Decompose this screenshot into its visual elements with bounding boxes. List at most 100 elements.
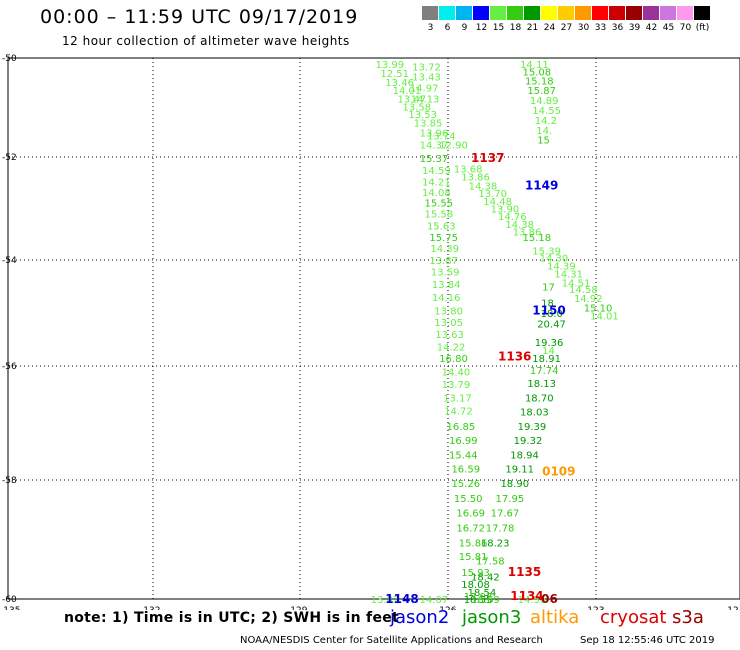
swh-value: 15.87 bbox=[527, 86, 556, 97]
swh-value: 14.21 bbox=[422, 178, 451, 189]
scale-swatch bbox=[592, 6, 609, 20]
swh-value: 13.17 bbox=[443, 393, 472, 404]
swh-value: 14.08 bbox=[422, 188, 451, 199]
swh-value: 14.30 bbox=[540, 253, 569, 264]
swh-value: 15.18 bbox=[525, 76, 554, 87]
y-tick-label: -52 bbox=[2, 153, 17, 163]
swh-value: 13.86 bbox=[513, 228, 542, 239]
scale-tick-label: 18 bbox=[509, 23, 522, 33]
scale-swatch bbox=[524, 6, 541, 20]
swh-value: 13.47 bbox=[398, 95, 427, 106]
scale-tick-label: 42 bbox=[645, 23, 658, 33]
swh-value: 15.93 bbox=[461, 568, 490, 579]
swh-value: 14.39 bbox=[430, 244, 459, 255]
swh-value: 14.31 bbox=[554, 269, 583, 280]
swh-value: 13.82 bbox=[371, 595, 400, 606]
scale-tick-label: 9 bbox=[461, 23, 468, 33]
swh-value: 18 bbox=[541, 298, 554, 309]
swh-value: 15.08 bbox=[523, 67, 552, 78]
swh-value: 13.68 bbox=[454, 164, 483, 175]
scale-swatch bbox=[643, 6, 660, 20]
swh-value: 13.80 bbox=[434, 306, 463, 317]
x-tick-label: -129 bbox=[287, 606, 308, 610]
scale-tick-label: 3 bbox=[427, 23, 434, 33]
pass-number-label: 1134 bbox=[510, 589, 543, 603]
swh-value: 14.76 bbox=[498, 212, 527, 223]
swh-value: 15.86 bbox=[459, 538, 488, 549]
swh-value: 12.90 bbox=[439, 141, 468, 152]
swh-value: 14.16 bbox=[432, 293, 461, 304]
scale-tick-label: 36 bbox=[611, 23, 624, 33]
swh-value: 14. bbox=[536, 126, 552, 137]
swh-value: 18.55 bbox=[464, 595, 493, 606]
swh-value: 16.80 bbox=[439, 354, 468, 365]
scale-swatch bbox=[541, 6, 558, 20]
swh-value: 18.54 bbox=[468, 588, 497, 599]
swh-value: 13.46 bbox=[385, 78, 414, 89]
swh-value: 13.72 bbox=[412, 62, 441, 73]
scale-swatch bbox=[609, 6, 626, 20]
swh-value: 18.23 bbox=[481, 538, 510, 549]
swh-value: 14.56 bbox=[518, 595, 547, 606]
swh-value: 20.47 bbox=[537, 320, 566, 331]
scale-tick-label: 12 bbox=[475, 23, 488, 33]
x-tick-label: -135 bbox=[0, 606, 20, 610]
swh-value: 19.11 bbox=[505, 465, 534, 476]
note-row: note: 1) Time is in UTC; 2) SWH is in fe… bbox=[0, 607, 740, 633]
scale-swatch bbox=[473, 6, 490, 20]
swh-value: 14.38 bbox=[505, 220, 534, 231]
scale-swatch bbox=[422, 6, 439, 20]
swh-value: 17 bbox=[542, 283, 555, 294]
scale-swatch bbox=[490, 6, 507, 20]
swh-value: 12.51 bbox=[380, 69, 409, 80]
scale-tick-label: 45 bbox=[662, 23, 675, 33]
swh-value: 15.81 bbox=[459, 552, 488, 563]
page-title: 00:00 – 11:59 UTC 09/17/2019 bbox=[40, 6, 359, 28]
scale-swatch bbox=[575, 6, 592, 20]
credit-line: NOAA/NESDIS Center for Satellite Applica… bbox=[240, 635, 543, 646]
grid-layer bbox=[8, 58, 740, 599]
y-tick-label: -54 bbox=[2, 256, 17, 266]
swh-value: 13.79 bbox=[442, 380, 471, 391]
swh-value: 18.0 bbox=[541, 309, 563, 320]
legend-altika: altika bbox=[530, 607, 580, 628]
pass-number-label: 06 bbox=[541, 592, 558, 606]
scale-tick-label: 27 bbox=[560, 23, 573, 33]
swh-value: 18.42 bbox=[471, 572, 500, 583]
x-tick-label: -124 bbox=[724, 606, 740, 610]
swh-value: 18.94 bbox=[510, 450, 539, 461]
scale-tick-label: 6 bbox=[444, 23, 451, 33]
swh-value: 13.05 bbox=[434, 318, 463, 329]
scale-tick-label: 70 bbox=[679, 23, 692, 33]
swh-value: 15.50 bbox=[454, 494, 483, 505]
swh-value: 15.26 bbox=[451, 479, 480, 490]
x-tick-label: -123 bbox=[584, 606, 604, 610]
swh-value: 14.72 bbox=[444, 406, 473, 417]
swh-value: 13.85 bbox=[414, 118, 443, 129]
pass-number-label: 1135 bbox=[508, 565, 541, 579]
swh-value: 14.22 bbox=[437, 342, 466, 353]
scale-swatch bbox=[694, 6, 711, 20]
footer-note: note: 1) Time is in UTC; 2) SWH is in fe… bbox=[64, 610, 400, 626]
scale-swatch bbox=[507, 6, 524, 20]
swh-value: 15 bbox=[537, 136, 550, 147]
scale-tick-label: 39 bbox=[628, 23, 641, 33]
swh-value: 17.58 bbox=[476, 556, 505, 567]
swh-value: 13.84 bbox=[432, 280, 461, 291]
swh-value: 17.78 bbox=[486, 524, 515, 535]
pass-number-label: 1136 bbox=[498, 349, 531, 363]
swh-value: 14.97 bbox=[410, 84, 439, 95]
swh-value: 16.69 bbox=[456, 509, 485, 520]
swh-value: 14.01 bbox=[590, 312, 619, 323]
swh-value: 18.70 bbox=[525, 393, 554, 404]
y-tick-label: -56 bbox=[2, 362, 17, 372]
swh-value: 13.74 bbox=[427, 132, 456, 143]
swh-value: 16.59 bbox=[451, 465, 480, 476]
swh-value: 18.90 bbox=[500, 479, 529, 490]
scale-swatch bbox=[626, 6, 643, 20]
swh-value: 18.91 bbox=[532, 354, 561, 365]
swh-value: 14.01 bbox=[393, 86, 422, 97]
scale-tick-label: 21 bbox=[526, 23, 539, 33]
swh-value: 14.39 bbox=[547, 261, 576, 272]
swh-value: 17.74 bbox=[530, 366, 559, 377]
